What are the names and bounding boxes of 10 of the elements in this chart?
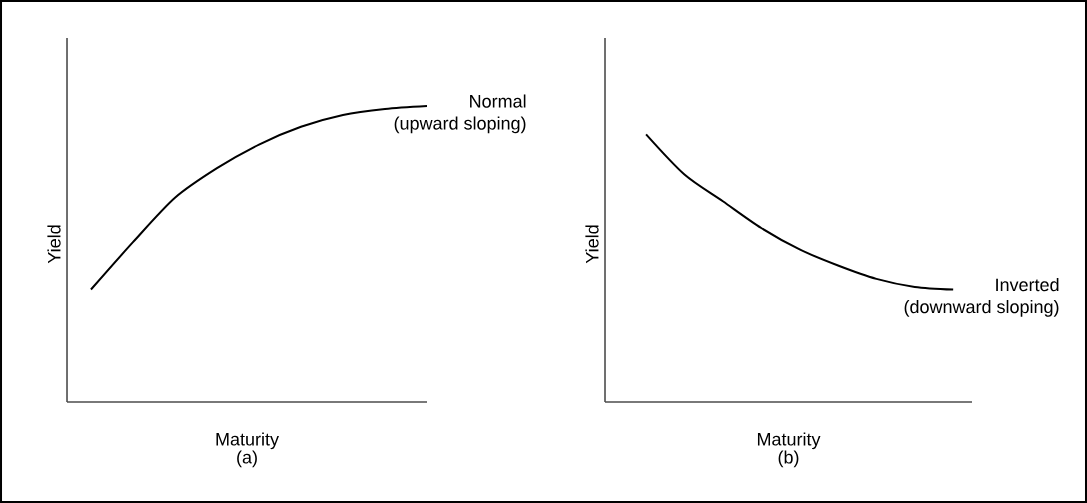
y-axis-title: Yield <box>47 225 61 264</box>
y-axis-title: Yield <box>585 225 599 264</box>
text: (b) <box>778 450 799 468</box>
annotation: (downward sloping) <box>904 299 1059 317</box>
text: (a) <box>237 450 257 468</box>
x-axis-title: Maturity <box>216 432 279 450</box>
text: Normal <box>470 94 526 108</box>
annotation: (upward sloping) <box>394 116 526 134</box>
text: Inverted <box>996 277 1059 292</box>
x-axis-title: Maturity <box>757 432 821 450</box>
